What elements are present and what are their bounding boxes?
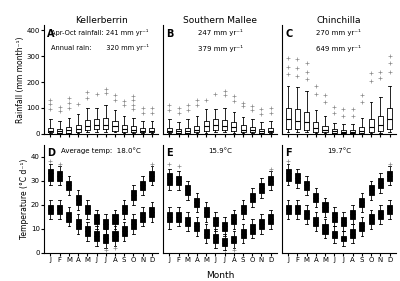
PathPatch shape	[122, 205, 127, 214]
PathPatch shape	[94, 214, 99, 224]
PathPatch shape	[57, 205, 62, 214]
PathPatch shape	[176, 212, 181, 222]
PathPatch shape	[222, 239, 227, 246]
PathPatch shape	[341, 236, 346, 241]
PathPatch shape	[250, 193, 255, 202]
PathPatch shape	[140, 212, 145, 222]
PathPatch shape	[387, 205, 392, 214]
Text: 379 mm yr⁻¹: 379 mm yr⁻¹	[198, 45, 242, 52]
PathPatch shape	[194, 198, 200, 207]
PathPatch shape	[286, 169, 291, 181]
PathPatch shape	[368, 214, 374, 224]
PathPatch shape	[322, 224, 328, 234]
Title: Southern Mallee: Southern Mallee	[183, 15, 257, 24]
PathPatch shape	[259, 183, 264, 193]
PathPatch shape	[350, 210, 355, 219]
Y-axis label: Rainfall (mm month⁻¹): Rainfall (mm month⁻¹)	[16, 36, 25, 123]
PathPatch shape	[57, 171, 62, 181]
PathPatch shape	[185, 217, 190, 226]
PathPatch shape	[304, 181, 309, 190]
PathPatch shape	[48, 169, 53, 181]
PathPatch shape	[359, 198, 364, 207]
Text: A: A	[48, 29, 55, 38]
Text: Apr-Oct rainfall: 241 mm yr⁻¹: Apr-Oct rainfall: 241 mm yr⁻¹	[51, 29, 148, 35]
PathPatch shape	[259, 219, 264, 229]
PathPatch shape	[213, 234, 218, 243]
PathPatch shape	[378, 178, 383, 188]
PathPatch shape	[240, 205, 246, 214]
Text: B: B	[166, 29, 174, 38]
PathPatch shape	[112, 214, 118, 224]
PathPatch shape	[176, 176, 181, 185]
PathPatch shape	[131, 219, 136, 229]
PathPatch shape	[140, 181, 145, 190]
PathPatch shape	[313, 217, 318, 226]
PathPatch shape	[149, 171, 154, 181]
PathPatch shape	[204, 207, 209, 217]
PathPatch shape	[122, 226, 127, 236]
PathPatch shape	[185, 185, 190, 195]
PathPatch shape	[213, 217, 218, 226]
Text: 15.9°C: 15.9°C	[208, 148, 232, 154]
PathPatch shape	[387, 171, 392, 181]
Text: Average temp:  18.0°C: Average temp: 18.0°C	[61, 148, 141, 155]
PathPatch shape	[85, 205, 90, 214]
Text: 649 mm yr⁻¹: 649 mm yr⁻¹	[316, 45, 361, 52]
Text: Annual rain:       320 mm yr⁻¹: Annual rain: 320 mm yr⁻¹	[51, 44, 149, 51]
PathPatch shape	[167, 173, 172, 185]
PathPatch shape	[359, 222, 364, 231]
PathPatch shape	[231, 236, 236, 243]
PathPatch shape	[341, 217, 346, 226]
PathPatch shape	[332, 231, 337, 239]
PathPatch shape	[304, 210, 309, 219]
PathPatch shape	[250, 224, 255, 234]
PathPatch shape	[76, 195, 81, 205]
PathPatch shape	[268, 176, 273, 185]
PathPatch shape	[295, 205, 300, 214]
Text: D: D	[48, 148, 56, 158]
PathPatch shape	[76, 219, 81, 229]
PathPatch shape	[94, 231, 99, 241]
Text: 19.7°C: 19.7°C	[327, 148, 351, 154]
PathPatch shape	[368, 185, 374, 195]
PathPatch shape	[131, 190, 136, 200]
Text: E: E	[166, 148, 173, 158]
PathPatch shape	[112, 231, 118, 241]
PathPatch shape	[332, 212, 337, 222]
PathPatch shape	[322, 202, 328, 212]
PathPatch shape	[350, 229, 355, 239]
PathPatch shape	[378, 210, 383, 219]
PathPatch shape	[286, 205, 291, 214]
PathPatch shape	[103, 219, 108, 229]
PathPatch shape	[204, 229, 209, 239]
PathPatch shape	[313, 193, 318, 202]
Text: Month: Month	[206, 271, 234, 280]
PathPatch shape	[194, 222, 200, 231]
PathPatch shape	[268, 214, 273, 224]
Title: Chinchilla: Chinchilla	[317, 15, 361, 24]
Text: C: C	[285, 29, 292, 38]
PathPatch shape	[240, 229, 246, 239]
PathPatch shape	[222, 222, 227, 231]
PathPatch shape	[103, 234, 108, 243]
Title: Kellerberrin: Kellerberrin	[75, 15, 128, 24]
Y-axis label: Temperature (°C d⁻¹): Temperature (°C d⁻¹)	[20, 158, 30, 239]
PathPatch shape	[48, 205, 53, 214]
PathPatch shape	[231, 214, 236, 224]
Text: 247 mm yr⁻¹: 247 mm yr⁻¹	[198, 29, 242, 35]
Text: 270 mm yr⁻¹: 270 mm yr⁻¹	[316, 29, 361, 35]
PathPatch shape	[295, 173, 300, 183]
PathPatch shape	[66, 181, 72, 190]
PathPatch shape	[66, 212, 72, 222]
PathPatch shape	[167, 212, 172, 222]
PathPatch shape	[149, 207, 154, 217]
PathPatch shape	[85, 226, 90, 236]
Text: F: F	[285, 148, 292, 158]
